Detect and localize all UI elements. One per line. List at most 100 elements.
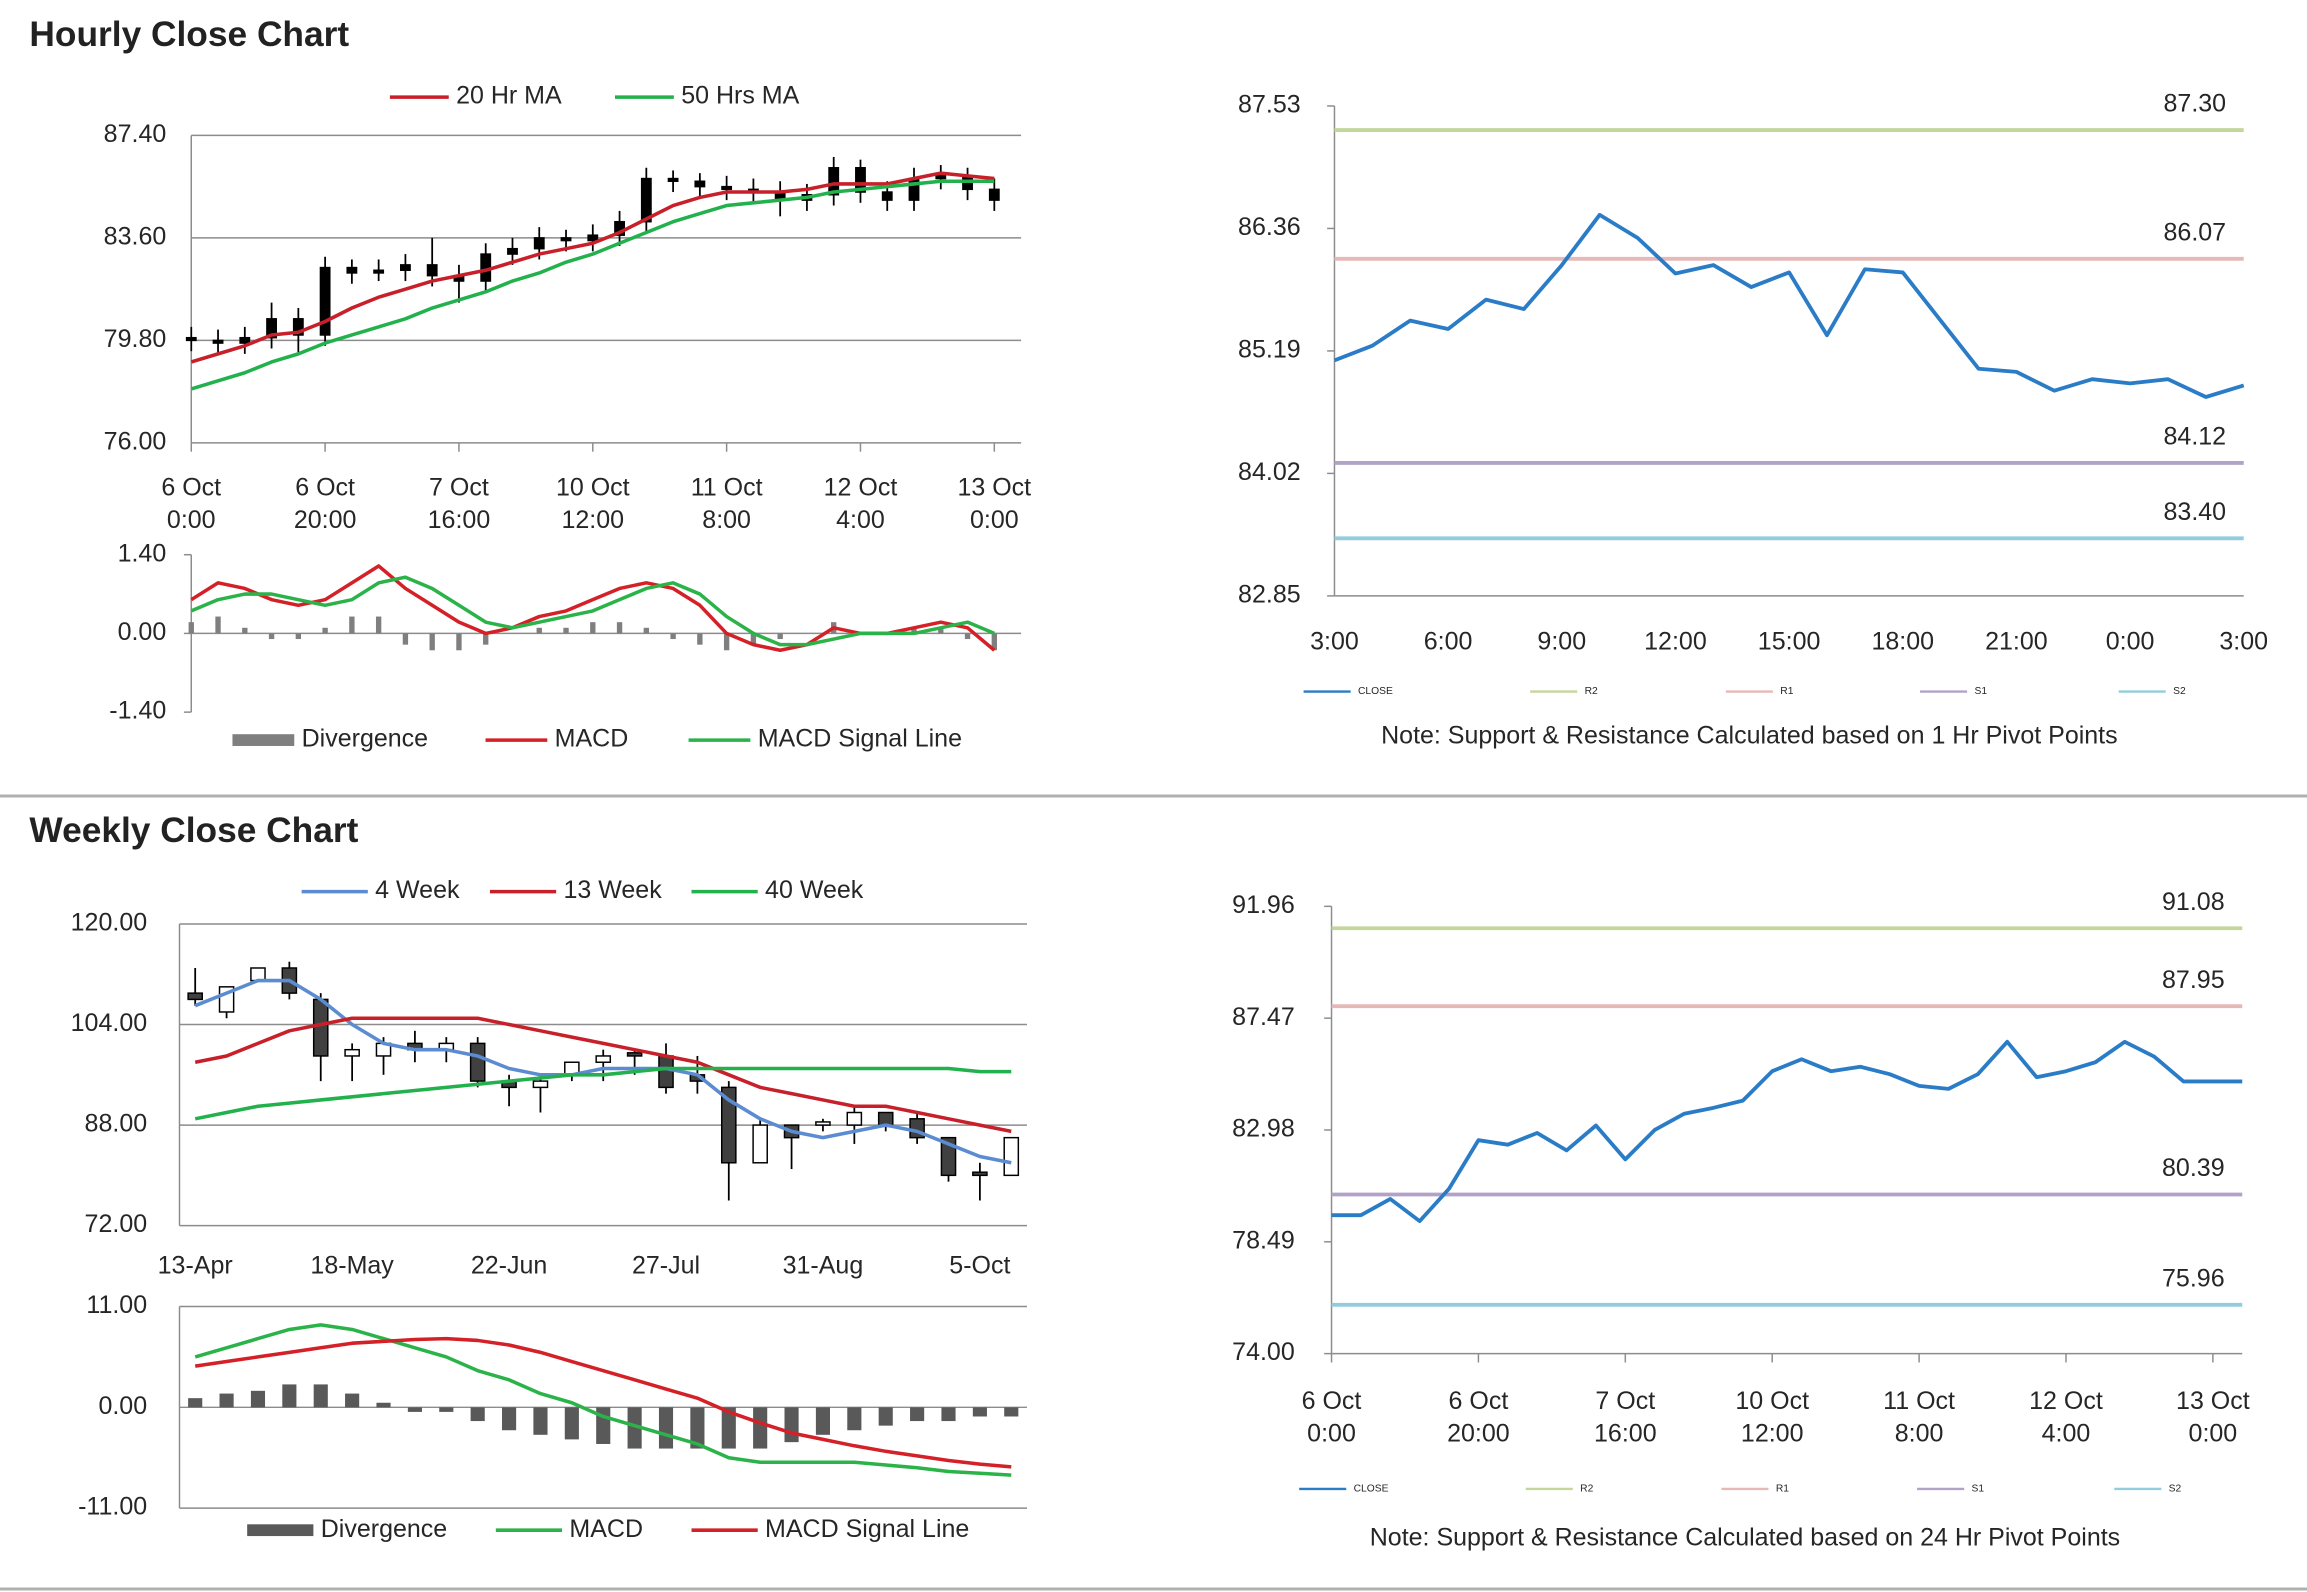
candle-body	[694, 180, 706, 188]
x-tick-label: 6 Oct 0:00	[161, 473, 221, 534]
y-tick-label: -11.00	[78, 1493, 147, 1521]
legend-label: MACD	[569, 1515, 643, 1543]
x-tick-label: 13 Oct 0:00	[2176, 1387, 2250, 1448]
x-tick-label: 15:00	[1758, 628, 1821, 656]
candle-body	[346, 266, 358, 274]
bar	[188, 622, 194, 634]
level-label: 80.39	[2162, 1154, 2225, 1182]
candle-body	[533, 237, 545, 250]
bar	[938, 627, 944, 634]
legend-label: CLOSE	[1354, 1484, 1389, 1495]
y-tick-label: 79.80	[104, 325, 167, 353]
y-tick-label: 91.96	[1232, 891, 1295, 919]
x-tick-label: 18:00	[1871, 628, 1934, 656]
bar	[590, 622, 596, 634]
bar	[753, 1407, 768, 1449]
candle-body	[626, 1052, 643, 1057]
bar	[322, 627, 328, 634]
candle-body	[881, 191, 893, 201]
x-tick-label: 9:00	[1537, 628, 1586, 656]
bar	[242, 627, 248, 634]
x-tick-label: 6 Oct 20:00	[1447, 1387, 1510, 1448]
legend-label: R1	[1776, 1484, 1789, 1495]
chart-panel: 74.00 78.49 82.98 87.47 91.96 6 Oct 0:00 6 Oct 2…	[1232, 888, 2250, 1552]
series-line	[194, 1066, 1012, 1121]
bar	[215, 616, 221, 634]
x-tick-label: 21:00	[1985, 628, 2048, 656]
section-header: Hourly Close Chart	[29, 15, 349, 54]
candle-body	[828, 167, 840, 196]
candle-body	[846, 1111, 863, 1126]
bar	[690, 1407, 705, 1449]
bar	[1004, 1407, 1019, 1417]
bar	[878, 1407, 893, 1426]
level-label: 75.96	[2162, 1264, 2225, 1292]
y-tick-label: 82.85	[1238, 581, 1301, 609]
y-tick-label: 85.19	[1238, 336, 1301, 364]
section-header: Weekly Close Chart	[29, 811, 358, 850]
bar	[282, 1384, 297, 1408]
candle-body	[560, 237, 572, 242]
y-tick-label: 11.00	[86, 1291, 147, 1319]
series-line	[194, 1016, 1012, 1134]
level-label: 86.07	[2164, 218, 2227, 246]
candle-body	[185, 336, 197, 342]
bar	[470, 1407, 485, 1422]
candle-body	[507, 247, 518, 255]
candle-body	[815, 1121, 831, 1126]
y-tick-label: -1.40	[109, 697, 166, 725]
x-tick-label: 6 Oct 20:00	[294, 473, 357, 534]
y-tick-label: 86.36	[1238, 213, 1301, 241]
x-tick-label: 10 Oct 12:00	[556, 473, 630, 534]
candle-body	[667, 177, 679, 182]
x-tick-label: 13 Oct 0:00	[957, 473, 1031, 534]
y-tick-label: 83.60	[104, 222, 167, 250]
y-tick-label: 76.00	[104, 427, 167, 455]
candle-body	[658, 1055, 674, 1089]
bar	[345, 1393, 360, 1408]
level-label: 87.30	[2164, 90, 2227, 118]
bar	[250, 1390, 266, 1408]
bar	[456, 633, 462, 651]
bar	[941, 1407, 956, 1422]
bar	[349, 616, 355, 634]
candle-body	[972, 1171, 988, 1177]
x-tick-label: 12:00	[1644, 628, 1707, 656]
candle-body	[877, 1111, 894, 1126]
candle-body	[587, 234, 599, 242]
chart-panel: 82.85 84.02 85.19 86.36 87.53 3:00 6:00 9:00 12:…	[1238, 90, 2268, 750]
legend-label: Divergence	[302, 725, 428, 753]
bar	[777, 633, 783, 640]
x-tick-label: 5-Oct	[949, 1251, 1010, 1279]
chart-panel: -11.00 0.00 11.00 Divergence MACD MACD Signal…	[78, 1291, 1027, 1543]
x-tick-label: 12 Oct 4:00	[2029, 1387, 2103, 1448]
bar	[964, 633, 971, 640]
candle-body	[266, 318, 277, 339]
x-tick-label: 3:00	[2219, 628, 2268, 656]
y-tick-label: 87.53	[1238, 91, 1301, 119]
bar	[429, 633, 435, 651]
series-line	[194, 978, 1012, 1165]
bar	[536, 627, 542, 634]
candle-body	[595, 1055, 612, 1063]
y-tick-label: 74.00	[1232, 1338, 1295, 1366]
bar	[376, 1402, 391, 1408]
bar	[658, 1407, 674, 1449]
note: Note: Support & Resistance Calculated ba…	[1370, 1524, 2120, 1552]
legend-label: MACD	[555, 725, 629, 753]
level-label: 87.95	[2162, 966, 2225, 994]
bar	[407, 1407, 422, 1412]
x-tick-label: 0:00	[2106, 628, 2155, 656]
bar	[910, 1407, 925, 1422]
bar	[627, 1407, 642, 1449]
bar	[697, 633, 703, 645]
bar	[991, 633, 997, 651]
series-line	[190, 575, 996, 647]
y-tick-label: 72.00	[85, 1210, 148, 1238]
chart-panel: 76.00 79.80 83.60 87.40 6 Oct 0:00 6 Oct 20:00 7…	[104, 82, 1031, 534]
legend-label: 13 Week	[564, 876, 663, 904]
candle-body	[1003, 1136, 1020, 1177]
legend-label: 40 Week	[765, 876, 864, 904]
bar	[972, 1407, 987, 1417]
